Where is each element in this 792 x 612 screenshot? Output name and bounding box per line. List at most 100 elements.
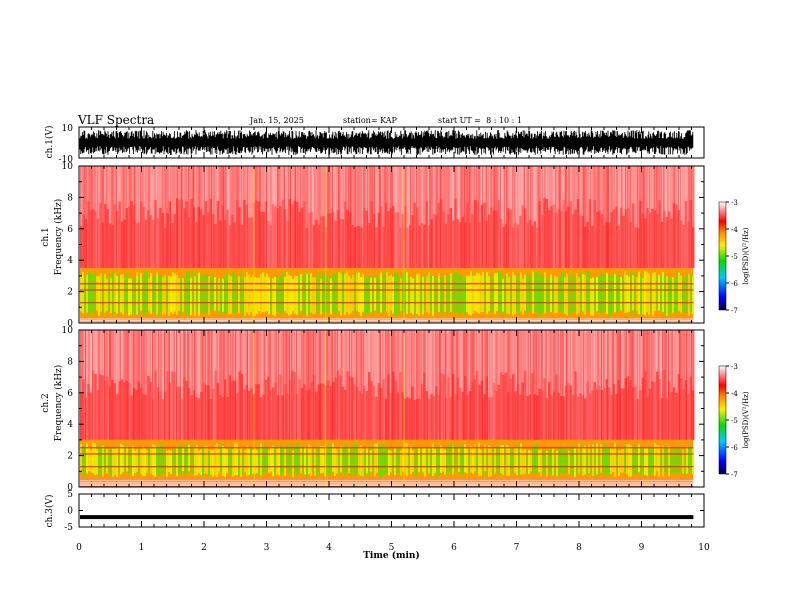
ch2-streak xyxy=(196,330,198,440)
ch2-band-hot xyxy=(370,450,372,472)
x-axis-label: Time (min) xyxy=(363,550,420,561)
ch2-streak xyxy=(158,330,160,440)
ch1-band-red xyxy=(658,200,661,268)
ch1-streak xyxy=(137,166,139,269)
ch1-band-red xyxy=(137,222,140,269)
ch2-band-red xyxy=(248,390,251,440)
ch1-band-hot xyxy=(212,273,214,312)
ch2-streak xyxy=(484,330,486,440)
ch1-streak xyxy=(90,166,92,269)
ch1-streak xyxy=(152,166,154,269)
ch1-band-red xyxy=(262,211,265,269)
ch2-band-red xyxy=(480,380,484,440)
ch1-band-red xyxy=(92,209,95,268)
ch2-band-hot xyxy=(112,448,114,477)
ch1-streak xyxy=(354,166,356,269)
ch2-colorbar xyxy=(718,365,727,475)
ch2-band-hot xyxy=(256,450,258,474)
ch1-streak xyxy=(99,166,101,269)
ch2-band-hot xyxy=(634,443,636,474)
ch1-streak xyxy=(165,166,167,269)
ch2-streak xyxy=(604,330,606,440)
ch1-band-hot xyxy=(170,276,172,313)
ch2-band-hot xyxy=(386,444,388,473)
ch2-band-hot xyxy=(454,444,456,473)
ch1-band-red xyxy=(130,201,133,268)
ch1-band-red xyxy=(231,214,234,269)
ch1-band-hot xyxy=(84,276,86,314)
ch1-band-red xyxy=(555,212,558,268)
ch2-band-hot xyxy=(428,447,430,474)
ch2-streak xyxy=(90,330,92,440)
ch1-band-red xyxy=(495,210,498,269)
ch1-band-hot xyxy=(628,276,630,312)
ch1-band-red xyxy=(190,199,193,268)
ch2-band-hot xyxy=(204,445,206,474)
ch2-band-hot xyxy=(90,450,92,473)
ch1-streak xyxy=(497,166,499,269)
ch1-streak xyxy=(207,166,209,269)
ch1-band-hot xyxy=(436,278,438,314)
ch1-streak xyxy=(324,166,326,269)
ch2-band-red xyxy=(476,370,479,440)
ch1-streak xyxy=(485,166,487,269)
ch1-band-hot xyxy=(384,271,386,312)
ch1-band-hot xyxy=(642,278,644,314)
ch1-streak xyxy=(368,166,370,269)
ch2-band-hot xyxy=(576,450,578,474)
ch2-band-red xyxy=(224,379,227,440)
ch2-streak xyxy=(633,330,635,440)
ch1-band-red xyxy=(310,211,313,269)
ch1-streak xyxy=(208,166,210,269)
ch1-band-red xyxy=(214,224,217,269)
ch1-band-hot xyxy=(504,275,506,317)
ch1-band-red xyxy=(219,220,222,268)
ch2-streak xyxy=(579,330,581,440)
ch1-band-hot xyxy=(158,276,160,316)
ch1-streak xyxy=(683,166,685,269)
ch1-band-red xyxy=(545,198,548,268)
ch2-band-red xyxy=(351,377,354,440)
ch2-band-red xyxy=(113,383,116,440)
ch2-lowband xyxy=(80,485,694,487)
ch2-band-hot xyxy=(556,450,558,477)
ch2-band-hot xyxy=(524,448,526,474)
ch1-band-red xyxy=(101,222,104,268)
ch2-streak xyxy=(222,330,224,440)
ch2-band-hot xyxy=(94,443,96,476)
ch2-streak xyxy=(334,330,336,440)
ch2-streak xyxy=(155,330,157,440)
ch2-band-hot xyxy=(110,448,112,476)
ch2-band-red xyxy=(464,375,467,440)
ch2-streak xyxy=(353,330,355,440)
ch2-band-hot xyxy=(294,445,296,472)
ch2-band-hot xyxy=(172,449,174,473)
ch1-band-red xyxy=(216,200,220,268)
ch2-streak xyxy=(130,330,132,440)
ch1-ytick-label: 10 xyxy=(62,162,74,172)
ch2-band-red xyxy=(135,389,138,440)
ch2-band-red xyxy=(545,398,548,440)
ch1-band-red xyxy=(430,219,433,268)
ch2-band-hot xyxy=(98,444,100,477)
ch2-streak xyxy=(562,330,564,440)
ch2-streak xyxy=(209,330,211,440)
ch2-streak xyxy=(293,330,295,440)
ch2-band-red xyxy=(190,395,193,440)
ch1-band-red xyxy=(351,225,354,269)
ch2-band-hot xyxy=(420,448,422,473)
ch1-streak xyxy=(534,166,536,269)
ch2-streak xyxy=(670,330,672,440)
ch1-streak xyxy=(371,166,373,269)
ch2-band-hot xyxy=(334,448,336,476)
ch2-streak xyxy=(454,330,456,440)
ch2-streak xyxy=(316,330,318,440)
ch2-band-red xyxy=(257,384,260,440)
ch2-band-hot xyxy=(432,443,434,476)
ch1-band-hot xyxy=(614,274,616,313)
ch2-streak xyxy=(269,330,271,440)
ch2-streak xyxy=(632,330,634,440)
ch2-band-hot xyxy=(118,445,120,472)
ch1-streak xyxy=(149,166,151,269)
ch2-streak xyxy=(153,330,155,440)
